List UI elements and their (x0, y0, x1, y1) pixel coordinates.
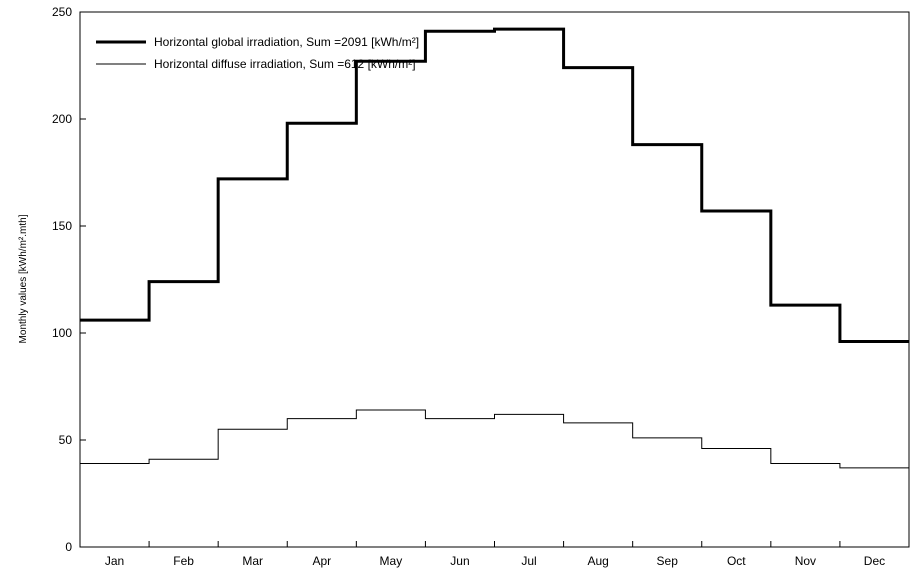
legend-label-global: Horizontal global irradiation, Sum =2091… (154, 35, 419, 49)
x-tick-label: Nov (795, 554, 816, 568)
x-tick-label: Oct (727, 554, 746, 568)
x-tick-label: Mar (242, 554, 263, 568)
plot-area-frame (79, 11, 910, 548)
legend: Horizontal global irradiation, Sum =2091… (96, 35, 419, 71)
x-tick-label: Jul (521, 554, 536, 568)
y-tick-label: 150 (52, 219, 72, 233)
y-tick-label: 100 (52, 326, 72, 340)
y-axis: 0 50 100 150 200 250 (52, 5, 86, 554)
x-axis: Jan Feb Mar Apr May Jun Jul Aug Sep Oct Nov Dec (105, 541, 885, 568)
series-line-0 (80, 27, 909, 344)
y-tick-label: 0 (65, 540, 72, 554)
series-line-1 (80, 409, 909, 469)
series-lines (80, 27, 909, 469)
y-tick-label: 50 (59, 433, 73, 447)
x-tick-label: May (380, 554, 403, 568)
x-tick-label: Jun (450, 554, 469, 568)
x-tick-label: Dec (864, 554, 885, 568)
x-tick-label: Apr (312, 554, 331, 568)
x-tick-label: Aug (587, 554, 608, 568)
x-tick-label: Sep (657, 554, 679, 568)
x-tick-label: Feb (173, 554, 194, 568)
y-axis-title: Monthly values [kWh/m².mth] (18, 214, 29, 343)
y-tick-label: 200 (52, 112, 72, 126)
x-tick-label: Jan (105, 554, 124, 568)
y-tick-label: 250 (52, 5, 72, 19)
legend-label-diffuse: Horizontal diffuse irradiation, Sum =612… (154, 57, 416, 71)
